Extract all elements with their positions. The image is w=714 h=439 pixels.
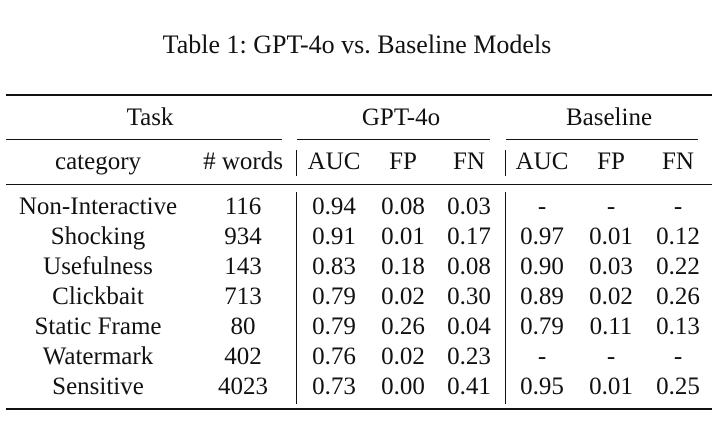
cell-words: 4023: [218, 373, 268, 400]
column-header-category: category: [54, 148, 142, 175]
cell-base-fn: 0.13: [656, 313, 700, 340]
cell-words: 934: [224, 223, 262, 250]
cell-gpt-fn: 0.30: [447, 283, 491, 310]
cell-category: Watermark: [42, 343, 154, 370]
group-rule-gpt4o: [297, 139, 490, 140]
cell-base-fp: 0.11: [589, 313, 633, 340]
column-header-base-auc: AUC: [515, 148, 569, 175]
cell-gpt-fp: 0.01: [381, 223, 425, 250]
cell-base-auc: -: [537, 343, 547, 370]
group-rule-baseline: [506, 139, 698, 140]
cell-base-auc: 0.90: [520, 253, 564, 280]
column-header-gpt-auc: AUC: [307, 148, 361, 175]
top-rule: [6, 94, 712, 96]
cell-gpt-auc: 0.83: [312, 253, 356, 280]
cell-gpt-fn: 0.23: [447, 343, 491, 370]
group-header-baseline: Baseline: [565, 104, 653, 131]
cell-gpt-auc: 0.94: [312, 193, 356, 220]
cell-gpt-fp: 0.02: [381, 343, 425, 370]
cell-base-fn: 0.26: [656, 283, 700, 310]
cell-gpt-fp: 0.08: [381, 193, 425, 220]
cell-gpt-fp: 0.00: [381, 373, 425, 400]
cell-category: Shocking: [50, 223, 146, 250]
cell-base-fp: 0.01: [589, 223, 633, 250]
cell-gpt-fn: 0.03: [447, 193, 491, 220]
cell-words: 80: [230, 313, 256, 340]
cell-words: 713: [224, 283, 262, 310]
header-divider-right: [505, 150, 506, 176]
cell-gpt-fn: 0.17: [447, 223, 491, 250]
column-header-base-fp: FP: [597, 148, 625, 175]
cell-base-auc: 0.95: [520, 373, 564, 400]
body-divider-right: [505, 192, 506, 404]
cell-base-auc: 0.97: [520, 223, 564, 250]
cell-gpt-fp: 0.26: [381, 313, 425, 340]
column-header-words: # words: [203, 148, 283, 175]
cell-base-fn: 0.25: [656, 373, 700, 400]
cell-category: Sensitive: [52, 373, 144, 400]
cell-words: 402: [224, 343, 262, 370]
cell-category: Clickbait: [52, 283, 144, 310]
cell-gpt-auc: 0.79: [312, 283, 356, 310]
cell-category: Non-Interactive: [18, 193, 178, 220]
cell-base-auc: 0.79: [520, 313, 564, 340]
cell-base-fn: 0.12: [656, 223, 700, 250]
cell-base-auc: 0.89: [520, 283, 564, 310]
group-header-task: Task: [126, 104, 174, 131]
cell-base-fp: -: [606, 193, 616, 220]
cell-gpt-fp: 0.02: [381, 283, 425, 310]
bottom-rule: [6, 408, 712, 410]
cell-category: Static Frame: [34, 313, 162, 340]
cell-category: Usefulness: [43, 253, 153, 280]
cell-base-fp: 0.01: [589, 373, 633, 400]
cell-base-fp: -: [606, 343, 616, 370]
cell-words: 116: [224, 193, 262, 220]
cell-gpt-fn: 0.41: [447, 373, 491, 400]
cell-base-fn: -: [673, 343, 683, 370]
header-divider-left: [296, 150, 297, 176]
column-header-base-fn: FN: [662, 148, 694, 175]
cell-gpt-fn: 0.04: [447, 313, 491, 340]
group-rule-task: [6, 139, 282, 140]
cell-gpt-fn: 0.08: [447, 253, 491, 280]
column-header-gpt-fn: FN: [453, 148, 485, 175]
table-caption: Table 1: GPT-4o vs. Baseline Models: [162, 30, 552, 59]
cell-gpt-auc: 0.76: [312, 343, 356, 370]
cell-base-fn: 0.22: [656, 253, 700, 280]
cell-base-auc: -: [537, 193, 547, 220]
column-header-gpt-fp: FP: [389, 148, 417, 175]
cell-gpt-fp: 0.18: [381, 253, 425, 280]
cell-base-fp: 0.03: [589, 253, 633, 280]
cell-base-fp: 0.02: [589, 283, 633, 310]
cell-words: 143: [224, 253, 262, 280]
body-divider-left: [296, 192, 297, 404]
group-header-gpt4o: GPT-4o: [361, 104, 441, 131]
mid-rule: [6, 184, 712, 185]
cell-gpt-auc: 0.79: [312, 313, 356, 340]
cell-base-fn: -: [673, 193, 683, 220]
cell-gpt-auc: 0.91: [312, 223, 356, 250]
cell-gpt-auc: 0.73: [312, 373, 356, 400]
